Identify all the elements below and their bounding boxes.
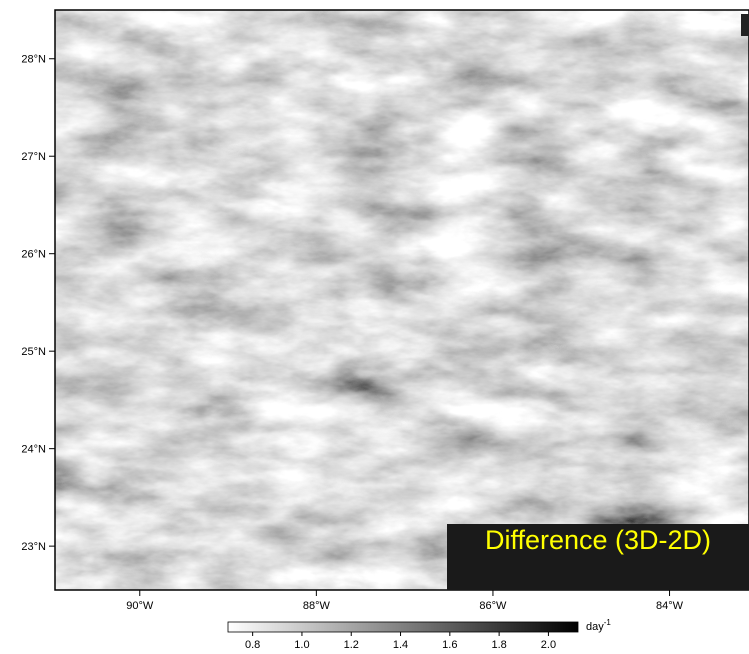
map-frame <box>54 9 749 591</box>
colorbar-tick-label: 1.6 <box>442 639 457 651</box>
colorbar-tick-label: 1.4 <box>393 639 408 651</box>
corner-mark <box>741 14 749 36</box>
lat-tick-label: 28°N <box>21 54 46 66</box>
lat-tick-label: 23°N <box>21 541 46 553</box>
lon-tick-label: 90°W <box>126 600 154 612</box>
annotation: Difference (3D-2D) <box>447 524 749 590</box>
lat-tick-label: 27°N <box>21 151 46 163</box>
colorbar-tick-label: 1.0 <box>294 639 309 651</box>
lat-tick-label: 24°N <box>21 444 46 456</box>
colorbar-tick-label: 1.2 <box>344 639 359 651</box>
lat-tick-label: 25°N <box>21 346 46 358</box>
lon-tick-label: 86°W <box>479 600 507 612</box>
colorbar-tick-label: 2.0 <box>541 639 556 651</box>
colorbar-unit: day-1 <box>586 618 611 633</box>
lat-tick-label: 26°N <box>21 249 46 261</box>
colorbar-tick-label: 0.8 <box>245 639 260 651</box>
lon-tick-label: 84°W <box>656 600 684 612</box>
colorbar <box>227 621 579 633</box>
colorbar-tick-label: 1.8 <box>491 639 506 651</box>
unit-base: day <box>586 621 604 633</box>
field-texture <box>55 10 749 590</box>
lon-tick-label: 88°W <box>303 600 331 612</box>
unit-exponent: -1 <box>604 618 612 627</box>
